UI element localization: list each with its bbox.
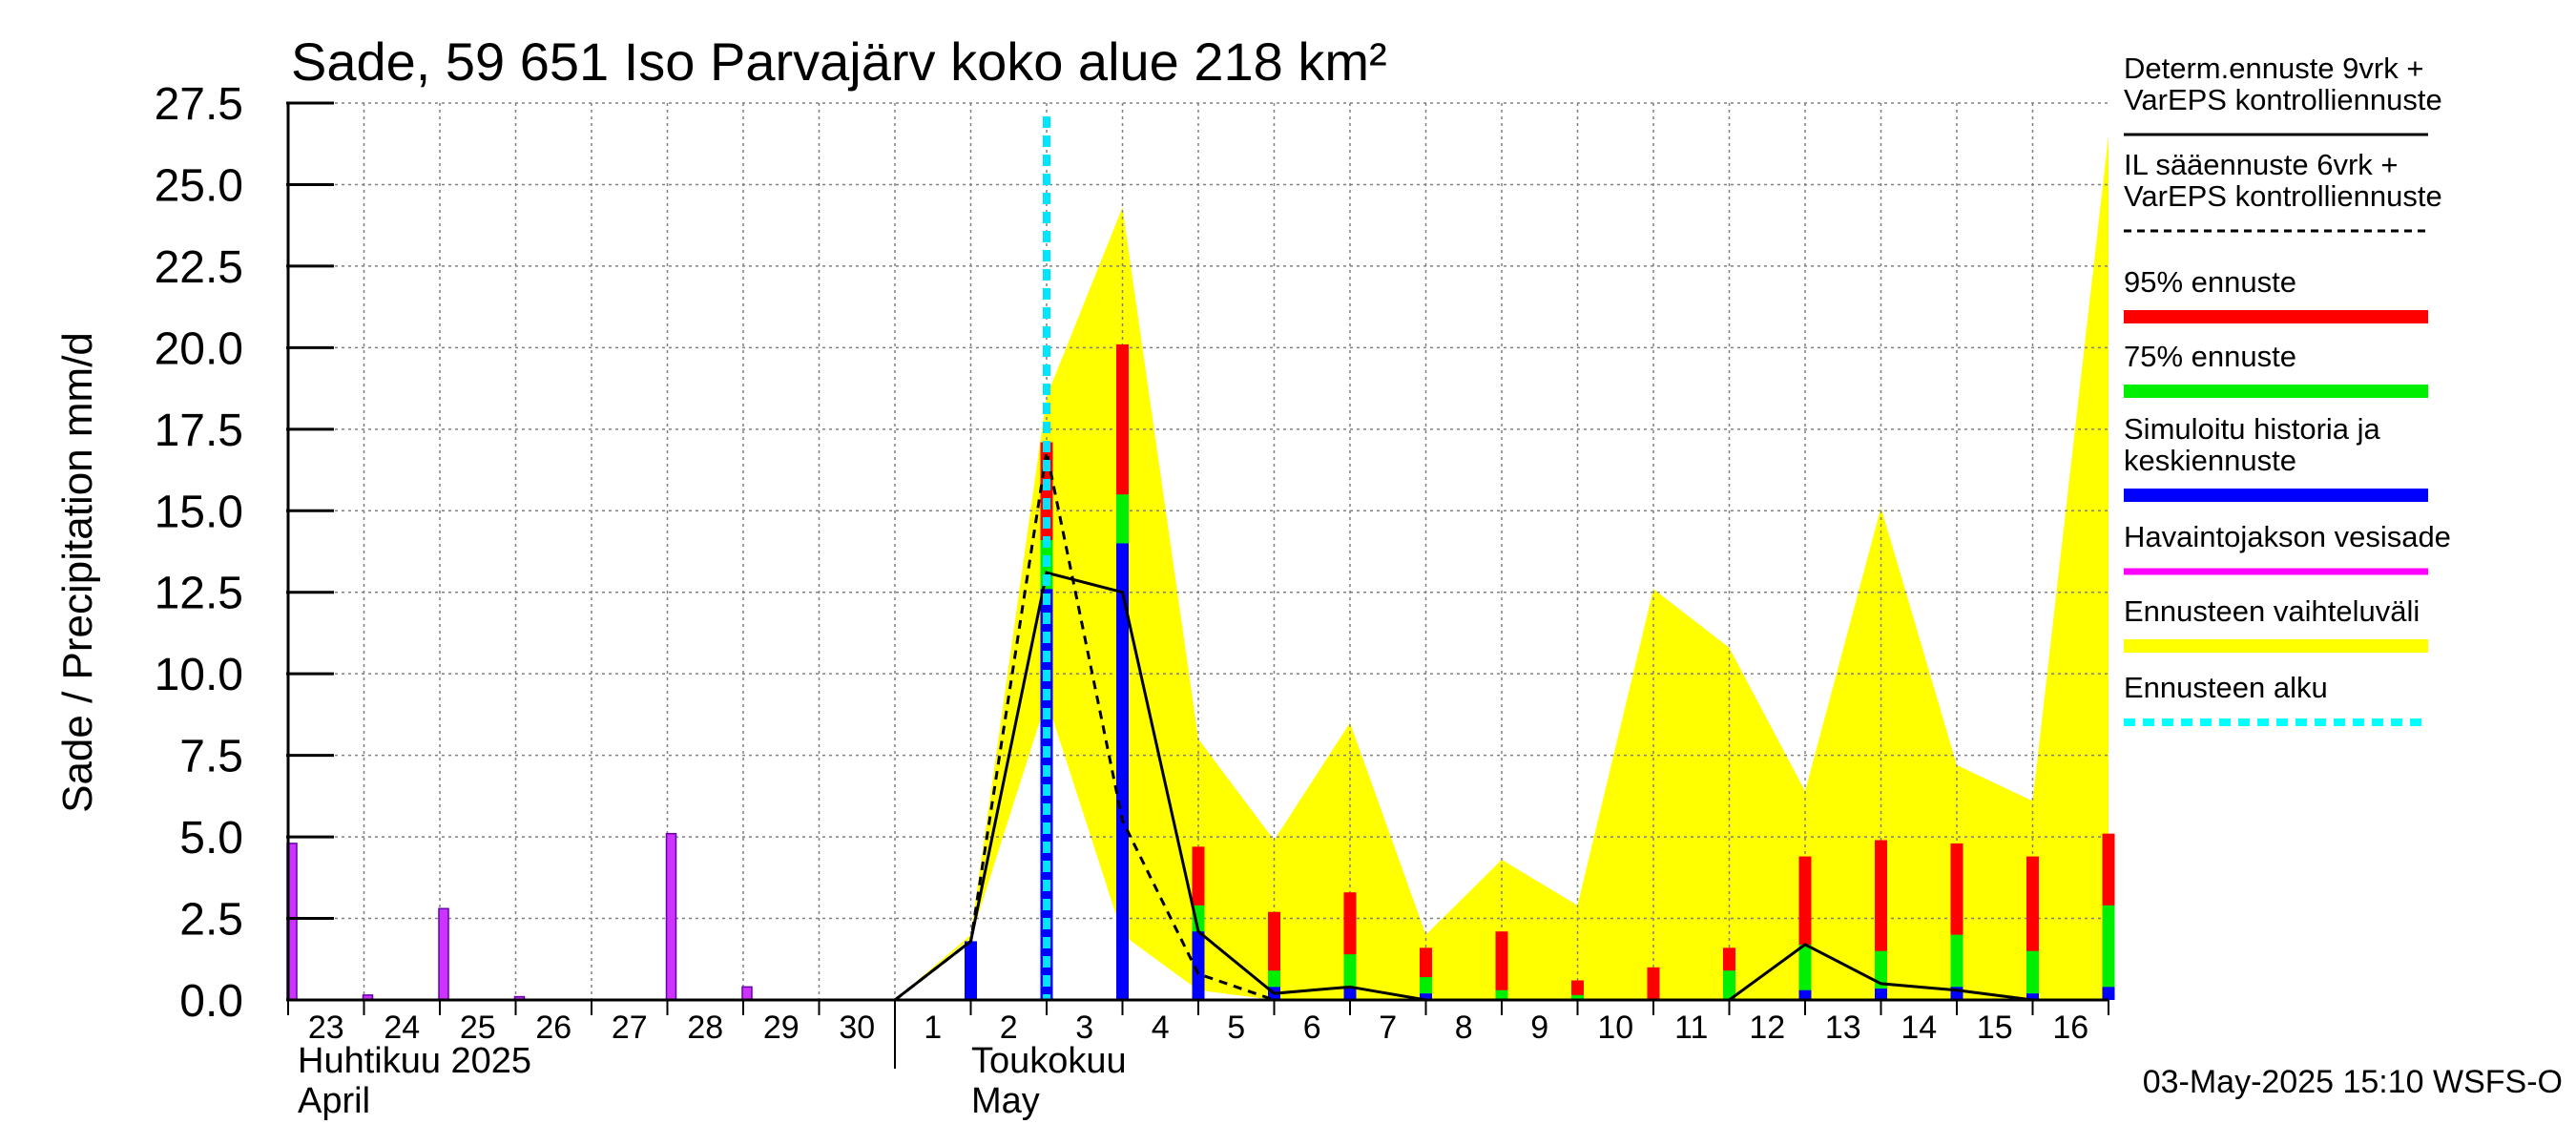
x-tick-label: 26 [535,1010,571,1046]
observed-precip-bar [665,832,677,1001]
x-tick-label: 28 [687,1010,723,1046]
x-tick-label: 8 [1455,1010,1473,1046]
y-tick-label: 20.0 [155,323,243,374]
y-tick-label: 10.0 [155,650,243,700]
month-label-fi: Toukokuu [971,1041,1127,1081]
legend: Determ.ennuste 9vrk +VarEPS kontrollienn… [2124,52,2451,726]
x-tick-label: 24 [384,1010,420,1046]
x-tick-label: 23 [308,1010,344,1046]
legend-label: Ennusteen alku [2124,671,2328,704]
bar-95pct [1495,931,1508,1000]
x-tick-label: 12 [1749,1010,1785,1046]
y-tick-label: 25.0 [155,160,243,211]
forecast-range-area [895,135,2109,1000]
y-tick-label: 12.5 [155,569,243,619]
x-tick-label: 7 [1379,1010,1397,1046]
bar-median [1798,989,1812,1000]
y-tick-label: 27.5 [155,79,243,130]
x-tick-label: 14 [1901,1010,1937,1046]
bar-75pct [1875,950,1887,1000]
x-tick-labels: 23 24 25 26 27 28 29 30 1 2 3 4 5 6 7 8 9 10 11 12 13 14 15 16 [308,1010,2088,1046]
x-tick-label: 11 [1674,1010,1708,1046]
bar-median [965,941,977,1000]
bar-75pct [1798,944,1812,1000]
month-label-en: April [298,1081,370,1121]
x-tick-label: 1 [924,1010,942,1046]
bar-median [1343,987,1357,1000]
observed-precip-bar [741,986,753,1001]
y-axis-label: Sade / Precipitation mm/d [54,332,101,813]
chart-title: Sade, 59 651 Iso Parvajärv koko alue 218… [291,31,1387,92]
bar-median [1875,989,1887,1000]
y-tick-label: 15.0 [155,487,243,537]
bar-95pct [1647,967,1660,1000]
legend-label: VarEPS kontrolliennuste [2124,83,2442,116]
x-tick-label: 2 [1000,1010,1018,1046]
y-tick-label: 17.5 [155,406,243,456]
observed-precip-bar [438,907,449,1001]
legend-label: Havaintojakson vesisade [2124,520,2451,553]
bar-75pct [2102,905,2115,1000]
bar-75pct [1723,970,1735,1000]
x-tick-label: 3 [1075,1010,1093,1046]
x-tick-label: 16 [2052,1010,2088,1046]
axes [286,101,2109,1069]
y-tick-label: 7.5 [179,732,243,782]
legend-label: VarEPS kontrolliennuste [2124,179,2442,213]
x-tick-label: 27 [612,1010,648,1046]
grid [288,102,2109,1001]
x-tick-label: 15 [1977,1010,2013,1046]
x-tick-label: 6 [1303,1010,1321,1046]
y-tick-label: 2.5 [179,895,243,946]
legend-label: Determ.ennuste 9vrk + [2124,52,2423,85]
x-tick-label: 9 [1530,1010,1548,1046]
bar-75pct [1571,994,1584,1000]
observed-precip-bars [286,832,753,1001]
x-tick-label: 25 [460,1010,496,1046]
x-tick-label: 29 [763,1010,800,1046]
bar-75pct [2026,950,2039,1000]
x-tick-label: 5 [1227,1010,1245,1046]
x-tick-label: 30 [839,1010,875,1046]
x-tick-label: 10 [1597,1010,1633,1046]
legend-label: Ennusteen vaihteluväli [2124,594,2420,628]
bar-75pct [1950,934,1963,1000]
legend-label: 75% ennuste [2124,340,2296,373]
x-tick-label: 4 [1152,1010,1170,1046]
bar-median [2102,987,2115,1000]
month-label-en: May [971,1081,1040,1121]
bar-75pct [1495,989,1508,1000]
bar-median [1116,543,1129,1000]
legend-label: IL sääennuste 6vrk + [2124,148,2399,181]
bar-median [2026,993,2039,1000]
bar-median [1192,931,1205,1000]
y-tick-label: 0.0 [179,976,243,1027]
legend-label: 95% ennuste [2124,265,2296,299]
y-tick-labels: 0.0 2.5 5.0 7.5 10.0 12.5 15.0 17.5 20.0 22.5 25.0… [155,79,243,1027]
bar-median [1420,993,1432,1000]
y-tick-label: 22.5 [155,242,243,293]
forecast-range-polygon [895,135,2109,1000]
month-label-fi: Huhtikuu 2025 [298,1041,531,1081]
legend-label: Simuloitu historia ja [2124,412,2381,446]
x-tick-label: 13 [1825,1010,1861,1046]
timestamp: 03-May-2025 15:10 WSFS-O [2143,1064,2563,1100]
y-tick-label: 5.0 [179,813,243,864]
legend-label: keskiennuste [2124,444,2296,477]
